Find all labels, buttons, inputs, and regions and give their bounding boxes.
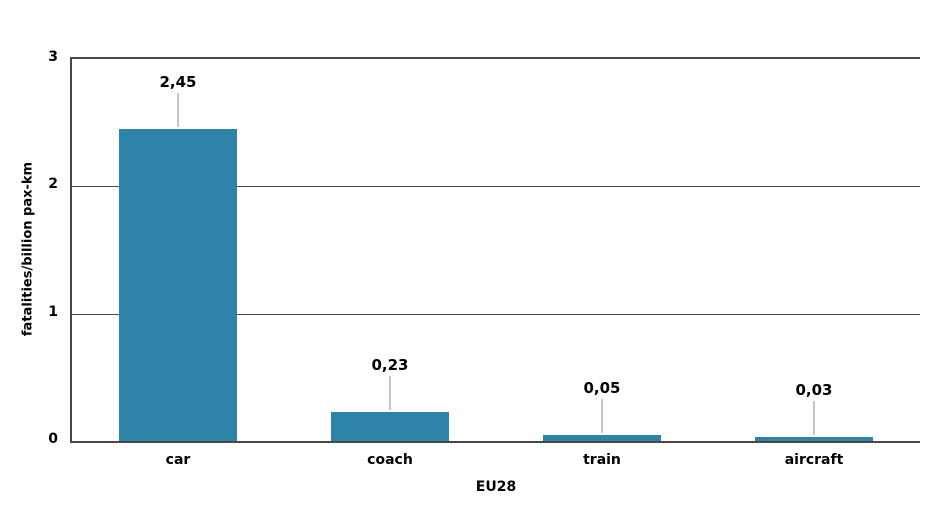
y-tick-label: 2 [48, 176, 58, 193]
data-label: 0,05 [583, 378, 621, 397]
x-category-label-train: train [583, 452, 621, 468]
y-tick-label: 3 [48, 49, 58, 65]
x-axis-title: EU28 [475, 479, 517, 495]
x-category-label-coach: coach [367, 452, 413, 468]
data-label-leader-line [601, 398, 603, 433]
bar-coach [331, 411, 449, 441]
data-label: 2,45 [159, 73, 197, 92]
data-label: 0,23 [371, 355, 409, 374]
y-tick-label: 1 [48, 303, 58, 320]
bar-aircraft [755, 437, 873, 441]
data-label: 0,03 [795, 381, 833, 400]
bar-car [119, 129, 237, 441]
bar-train [543, 434, 661, 441]
data-label-leader-line [177, 93, 179, 128]
gridline [72, 313, 920, 315]
x-category-label-car: car [165, 452, 191, 468]
plot-area: 2,45 0,23 0,05 0,03 [70, 57, 920, 443]
gridline [72, 186, 920, 188]
y-tick-label: 0 [48, 431, 58, 447]
data-label-leader-line [389, 375, 391, 410]
x-category-label-aircraft: aircraft [784, 452, 844, 468]
data-label-leader-line [813, 401, 815, 436]
